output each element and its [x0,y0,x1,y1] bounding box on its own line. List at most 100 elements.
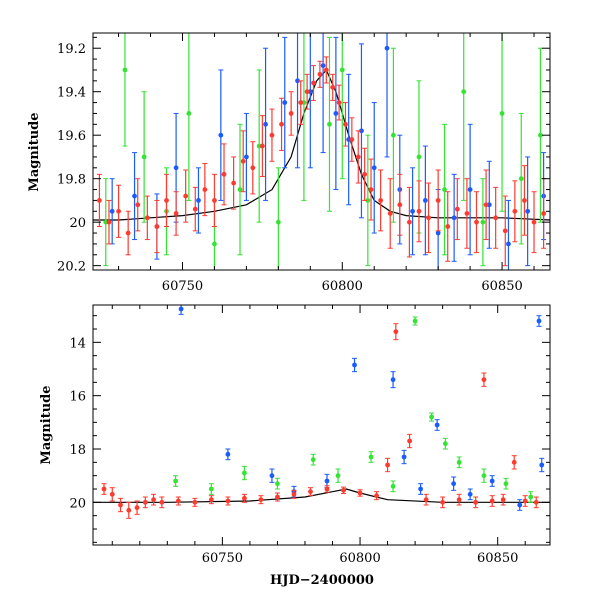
top-series-0-point [282,36,288,169]
bottom-series-2-point [109,487,115,502]
top-y-tick-label: 19.2 [57,42,86,57]
bottom-model-curve [93,488,550,503]
top-series-0-point [371,102,377,234]
bottom-series-2-point [473,496,479,509]
bottom-series-2-point [374,491,380,501]
top-series-2-point [144,195,150,241]
bottom-series-2-point [175,496,181,506]
bottom-series-0-point [536,315,542,327]
top-y-tick-label: 19.6 [57,129,86,144]
bottom-series-0-point [269,468,275,483]
top-series-2-point [250,141,256,195]
top-series-2-point [125,210,131,256]
top-series-2-point [173,191,179,236]
bottom-series-2-point [101,483,107,495]
bottom-y-tick-label: 14 [69,336,86,351]
bottom-series-2-point [324,485,330,493]
top-panel-ticks: 60750 60800 60850 19.2 19.4 19.6 19.8 20 20.2 [57,33,550,294]
bottom-x-tick-label: 60750 [202,551,243,566]
bottom-series-2-point [385,457,391,473]
bottom-y-tick-label: 20 [69,496,86,511]
top-y-tick-label: 19.8 [57,173,86,188]
top-y-tick-label: 19.4 [57,86,86,101]
top-series-1-point [237,123,243,256]
top-series-2-point [378,169,384,232]
top-series-2-point [116,184,122,238]
bottom-y-axis-title: Magnitude [39,385,54,464]
bottom-series-2-point [134,500,140,515]
top-x-tick-label: 60750 [162,279,203,294]
top-series-2-point [387,178,393,249]
top-series-2-point [135,178,141,232]
bottom-series-1-point [241,465,247,481]
top-series-2-point [349,117,355,162]
top-series-0-point [410,167,416,256]
top-series-2-point [355,130,361,184]
bottom-series-0-point [467,488,473,501]
top-series-1-point [365,134,371,267]
bottom-series-0-point [489,475,495,487]
top-series-2-point [362,147,368,201]
top-series-2 [96,56,547,267]
bottom-series-2 [101,323,539,519]
bottom-series-1-point [503,477,509,490]
bottom-series-2-point [456,493,462,506]
bottom-series-2-point [511,455,517,470]
top-panel-frame [92,32,551,271]
top-series-2-point [304,73,310,110]
bottom-series-0-point [352,357,358,373]
top-series-0-point [295,33,301,169]
top-x-tick-label: 60850 [481,279,522,294]
top-series-1-point [499,33,505,212]
bottom-series-2-point [341,486,347,495]
top-series-2-point [397,173,403,236]
top-series-2-point [183,169,189,223]
bottom-x-tick-label: 60850 [477,551,518,566]
top-series-0-point [218,69,224,201]
top-model-curve [93,68,550,221]
bottom-panel: 60750 60800 60850 14 16 18 20 Magnitude HJD−24… [39,304,551,588]
bottom-series-1-point [528,491,534,503]
top-series-1-point [275,167,281,270]
top-series-2-point [259,115,265,178]
bottom-series-2-point [357,489,363,497]
top-series-2-point [435,169,441,232]
bottom-series-2-point [481,372,487,387]
top-series-2-point [330,73,336,101]
top-series-2-point [323,56,329,84]
top-series-2-point [502,195,508,267]
bottom-series-0-point [517,499,523,511]
top-panel-data [93,33,550,270]
bottom-series-0-point [539,457,545,473]
top-series-2-point [521,165,527,236]
top-series-2-point [406,186,412,258]
bottom-y-tick-label: 16 [69,390,86,405]
bottom-series-1-point [390,480,396,493]
bottom-series-2-point [407,433,413,449]
top-series-1-point [480,178,486,267]
top-series-1-point [339,33,345,180]
top-series-2-point [154,199,160,254]
top-series-0-point [467,123,473,256]
top-series-0-point [243,112,249,201]
bottom-series-1-point [429,412,435,422]
top-series-0-point [505,199,511,270]
top-series-2-point [368,158,374,221]
top-series-2-point [454,178,460,241]
top-series-0-point [195,167,201,234]
bottom-series-1-point [368,451,374,463]
top-x-tick-label: 60800 [322,279,363,294]
top-y-tick-label: 20.2 [57,260,86,275]
bottom-series-1-point [442,437,448,450]
top-series-0-point [358,43,364,219]
bottom-series-0-point [418,483,424,495]
bottom-series-2-point [489,495,495,507]
top-series-1-point [461,33,467,201]
top-series-2-point [317,60,323,88]
top-y-tick-label: 20 [69,216,86,231]
bottom-panel-frame [92,304,551,546]
bottom-panel-ticks: 60750 60800 60850 14 16 18 20 [69,305,550,566]
top-series-2-point [473,191,479,254]
bottom-series-0 [178,305,545,511]
bottom-series-0-point [451,476,457,491]
